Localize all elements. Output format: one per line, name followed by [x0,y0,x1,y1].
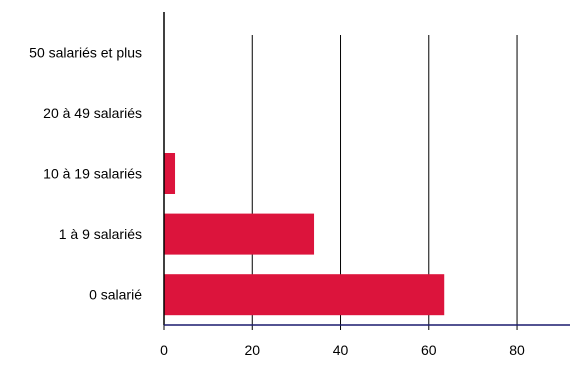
x-tick-label: 80 [509,342,525,358]
category-label: 10 à 19 salariés [43,166,142,182]
axes [163,12,570,330]
x-tick-label: 0 [160,342,168,358]
category-label: 1 à 9 salariés [59,226,142,242]
bar-5 [164,274,445,316]
category-label: 20 à 49 salariés [43,105,142,121]
bar-3 [164,153,176,194]
bar-4 [164,213,315,255]
x-tick-label: 60 [421,342,437,358]
x-tick-label: 20 [244,342,260,358]
bars [164,153,445,316]
category-label: 50 salariés et plus [29,44,142,60]
category-label: 0 salarié [89,287,142,303]
labels: 0 20 40 60 80 50 salariés et plus 20 à 49 sala… [29,44,525,358]
x-tick-label: 40 [333,342,349,358]
